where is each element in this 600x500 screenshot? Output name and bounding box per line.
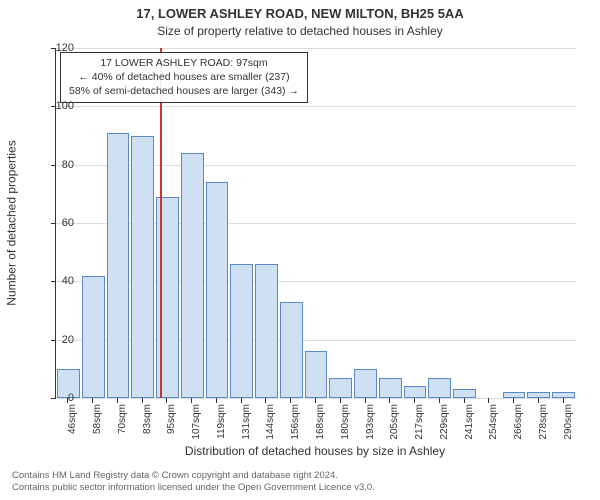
ytick-label: 100 [34,100,74,112]
ytick-label: 60 [34,217,74,229]
histogram-bar [255,264,278,398]
annotation-line: 17 LOWER ASHLEY ROAD: 97sqm [69,56,299,70]
xtick-mark [265,398,266,403]
footer-line-1: Contains HM Land Registry data © Crown c… [12,470,375,482]
xtick-mark [315,398,316,403]
histogram-bar [428,378,451,398]
xtick-mark [117,398,118,403]
ytick-label: 80 [34,159,74,171]
histogram-bar [354,369,377,398]
footer-attribution: Contains HM Land Registry data © Crown c… [12,470,375,494]
annotation-line: ← 40% of detached houses are smaller (23… [69,70,299,84]
xtick-mark [464,398,465,403]
xtick-mark [166,398,167,403]
annotation-line: 58% of semi-detached houses are larger (… [69,84,299,98]
gridline [56,48,576,49]
y-axis-label: Number of detached properties [4,48,20,398]
chart-subtitle: Size of property relative to detached ho… [0,24,600,38]
histogram-bar [131,136,154,399]
xtick-mark [290,398,291,403]
xtick-mark [414,398,415,403]
histogram-bar [280,302,303,398]
histogram-bar [107,133,130,398]
footer-line-2: Contains public sector information licen… [12,482,375,494]
histogram-bar [82,276,105,399]
xtick-mark [365,398,366,403]
ytick-label: 120 [34,42,74,54]
xtick-mark [191,398,192,403]
ytick-label: 40 [34,275,74,287]
histogram-bar [404,386,427,398]
xtick-mark [488,398,489,403]
histogram-bar [181,153,204,398]
histogram-bar [305,351,328,398]
xtick-mark [389,398,390,403]
chart-title: 17, LOWER ASHLEY ROAD, NEW MILTON, BH25 … [0,6,600,21]
histogram-bar [206,182,229,398]
xtick-mark [340,398,341,403]
gridline [56,106,576,107]
gridline [56,398,576,399]
xtick-mark [439,398,440,403]
plot-area: 17 LOWER ASHLEY ROAD: 97sqm← 40% of deta… [55,48,576,399]
xtick-mark [513,398,514,403]
xtick-mark [92,398,93,403]
annotation-box: 17 LOWER ASHLEY ROAD: 97sqm← 40% of deta… [60,52,308,103]
chart-container: 17, LOWER ASHLEY ROAD, NEW MILTON, BH25 … [0,0,600,500]
histogram-bar [230,264,253,398]
histogram-bar [379,378,402,398]
xtick-mark [67,398,68,403]
xtick-mark [142,398,143,403]
xtick-mark [563,398,564,403]
ytick-label: 20 [34,334,74,346]
xtick-mark [538,398,539,403]
histogram-bar [329,378,352,398]
xtick-mark [216,398,217,403]
xtick-mark [241,398,242,403]
histogram-bar [453,389,476,398]
x-axis-label: Distribution of detached houses by size … [55,444,575,458]
